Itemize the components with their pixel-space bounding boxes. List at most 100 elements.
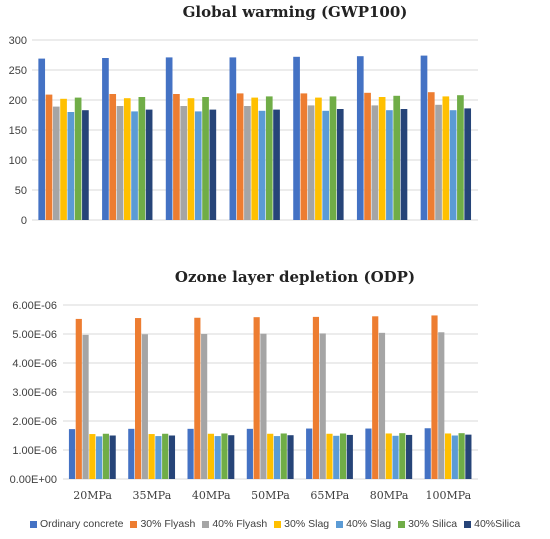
y-tick-label: 200 bbox=[9, 95, 27, 107]
bar bbox=[145, 109, 153, 220]
bar bbox=[378, 332, 386, 479]
bar bbox=[287, 435, 294, 479]
y-tick-label: 100 bbox=[9, 155, 27, 167]
bar bbox=[312, 316, 320, 479]
bar bbox=[128, 428, 135, 479]
bar bbox=[457, 95, 464, 220]
bar bbox=[109, 94, 117, 220]
bar bbox=[82, 334, 89, 479]
bar bbox=[267, 433, 274, 479]
legend-item: 40% Slag bbox=[336, 518, 391, 530]
bar bbox=[465, 434, 472, 479]
bar bbox=[155, 436, 162, 479]
bar bbox=[201, 334, 208, 479]
bar bbox=[244, 106, 251, 220]
bar bbox=[173, 94, 180, 220]
bar bbox=[102, 58, 109, 220]
bar bbox=[148, 434, 155, 479]
y-tick-label: 0.00E+00 bbox=[10, 474, 57, 486]
bar bbox=[364, 92, 371, 220]
bar bbox=[336, 109, 344, 220]
bar bbox=[265, 96, 273, 220]
y-tick-label: 250 bbox=[9, 65, 27, 77]
bar bbox=[134, 318, 142, 479]
y-tick-label: 0 bbox=[21, 215, 27, 227]
bar bbox=[229, 57, 237, 221]
bar bbox=[424, 428, 431, 479]
bar bbox=[293, 56, 300, 220]
legend-label: 30% Slag bbox=[284, 518, 330, 530]
bar bbox=[372, 316, 379, 479]
bar bbox=[438, 332, 445, 479]
y-tick-label: 300 bbox=[9, 35, 27, 47]
bar bbox=[131, 111, 138, 220]
legend-label: 40% Flyash bbox=[212, 518, 268, 530]
legend-swatch bbox=[30, 520, 37, 528]
bar bbox=[194, 111, 202, 220]
bar bbox=[329, 96, 337, 220]
y-tick-label: 2.00E-06 bbox=[12, 416, 57, 428]
y-tick-label: 150 bbox=[9, 125, 27, 137]
legend-swatch bbox=[130, 520, 138, 528]
bar bbox=[221, 433, 228, 479]
bar bbox=[307, 105, 315, 220]
x-tick-label: 100MPa bbox=[425, 489, 471, 502]
bar bbox=[427, 92, 435, 220]
bar bbox=[464, 108, 472, 220]
x-tick-label: 40MPa bbox=[192, 489, 231, 502]
legend-item: 30% Silica bbox=[398, 518, 457, 530]
bar bbox=[393, 95, 401, 220]
bar bbox=[326, 433, 333, 479]
bar bbox=[371, 105, 379, 220]
legend-label: Ordinary concrete bbox=[40, 518, 124, 530]
legend-label: 40%Silica bbox=[474, 518, 521, 530]
bar bbox=[442, 96, 450, 220]
bar bbox=[96, 436, 103, 479]
bar bbox=[138, 97, 146, 220]
x-tick-label: 50MPa bbox=[251, 489, 290, 502]
bar bbox=[102, 433, 109, 479]
legend-item: 40%Silica bbox=[464, 518, 520, 530]
bar bbox=[123, 98, 131, 220]
bar bbox=[378, 97, 386, 220]
legend-swatch bbox=[464, 520, 472, 528]
bar bbox=[60, 98, 67, 220]
x-tick-label: 80MPa bbox=[370, 489, 409, 502]
bar bbox=[67, 112, 75, 220]
bar bbox=[194, 317, 201, 479]
bar bbox=[280, 433, 287, 479]
legend-swatch bbox=[202, 520, 210, 528]
bar bbox=[449, 110, 457, 220]
bar bbox=[165, 57, 173, 221]
bar bbox=[180, 106, 188, 220]
bar bbox=[400, 109, 408, 220]
bar bbox=[251, 97, 259, 220]
bar bbox=[273, 109, 280, 220]
bar bbox=[236, 93, 244, 220]
legend-label: 30% Flyash bbox=[140, 518, 196, 530]
bar bbox=[444, 433, 452, 479]
bar bbox=[68, 429, 76, 479]
legend-swatch bbox=[274, 520, 282, 528]
bar bbox=[435, 104, 442, 220]
bar bbox=[253, 317, 260, 479]
bar bbox=[187, 428, 194, 479]
bar bbox=[339, 433, 347, 479]
bar bbox=[168, 435, 176, 479]
y-tick-label: 50 bbox=[15, 185, 27, 197]
bar bbox=[306, 428, 313, 479]
bar bbox=[392, 435, 399, 479]
bar bbox=[82, 110, 89, 220]
bar bbox=[74, 97, 82, 220]
chart-title-odp: Ozone layer depletion (ODP) bbox=[174, 268, 416, 286]
legend-item: Ordinary concrete bbox=[30, 518, 123, 530]
bar bbox=[322, 110, 330, 220]
bar bbox=[300, 93, 308, 220]
legend-swatch bbox=[336, 520, 344, 528]
bar bbox=[420, 55, 428, 220]
bar bbox=[109, 435, 116, 479]
chart-title-gwp: Global warming (GWP100) bbox=[182, 3, 408, 21]
x-tick-label: 65MPa bbox=[310, 489, 349, 502]
bar bbox=[406, 434, 413, 479]
